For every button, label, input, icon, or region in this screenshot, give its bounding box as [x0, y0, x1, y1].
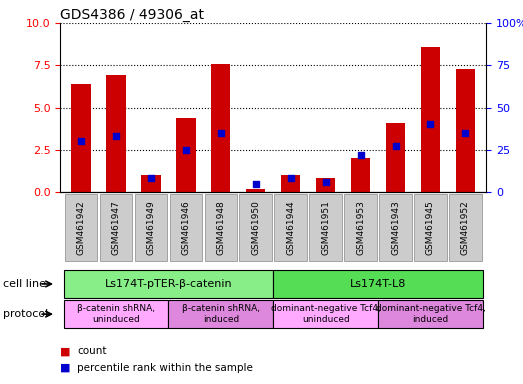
Text: GSM461950: GSM461950 — [251, 200, 260, 255]
Point — [181, 147, 190, 153]
Text: GSM461952: GSM461952 — [461, 200, 470, 255]
Point — [391, 143, 400, 149]
Text: GSM461945: GSM461945 — [426, 200, 435, 255]
Text: GSM461946: GSM461946 — [181, 200, 190, 255]
Bar — [351, 158, 370, 192]
Text: GSM461949: GSM461949 — [146, 200, 155, 255]
Text: cell line: cell line — [3, 279, 46, 289]
Text: GSM461948: GSM461948 — [217, 200, 225, 255]
Bar — [281, 175, 300, 192]
Text: GSM461951: GSM461951 — [321, 200, 330, 255]
Bar — [456, 69, 475, 192]
Text: GDS4386 / 49306_at: GDS4386 / 49306_at — [60, 8, 204, 22]
Text: β-catenin shRNA,
uninduced: β-catenin shRNA, uninduced — [77, 304, 155, 324]
Point — [461, 130, 470, 136]
Text: count: count — [77, 346, 106, 356]
Text: ■: ■ — [60, 363, 71, 373]
Text: GSM461953: GSM461953 — [356, 200, 365, 255]
Point — [147, 175, 155, 182]
Text: ■: ■ — [60, 346, 71, 356]
Bar — [107, 75, 126, 192]
Point — [252, 180, 260, 187]
Text: percentile rank within the sample: percentile rank within the sample — [77, 363, 253, 373]
Bar — [211, 64, 231, 192]
Point — [77, 138, 85, 144]
Bar — [72, 84, 90, 192]
Text: GSM461942: GSM461942 — [76, 200, 86, 255]
Text: GSM461943: GSM461943 — [391, 200, 400, 255]
Bar — [316, 179, 335, 192]
Bar — [386, 123, 405, 192]
Bar — [246, 189, 265, 192]
Text: dominant-negative Tcf4,
uninduced: dominant-negative Tcf4, uninduced — [271, 304, 381, 324]
Point — [357, 152, 365, 158]
Text: GSM461944: GSM461944 — [286, 200, 295, 255]
Text: dominant-negative Tcf4,
induced: dominant-negative Tcf4, induced — [376, 304, 485, 324]
Bar — [421, 47, 440, 192]
Text: β-catenin shRNA,
induced: β-catenin shRNA, induced — [182, 304, 260, 324]
Point — [287, 175, 295, 182]
Bar — [141, 175, 161, 192]
Point — [112, 133, 120, 139]
Text: Ls174T-L8: Ls174T-L8 — [350, 279, 406, 289]
Point — [217, 130, 225, 136]
Point — [322, 179, 330, 185]
Text: protocol: protocol — [3, 309, 48, 319]
Text: GSM461947: GSM461947 — [111, 200, 120, 255]
Text: Ls174T-pTER-β-catenin: Ls174T-pTER-β-catenin — [105, 279, 232, 289]
Bar — [176, 118, 196, 192]
Point — [426, 121, 435, 127]
